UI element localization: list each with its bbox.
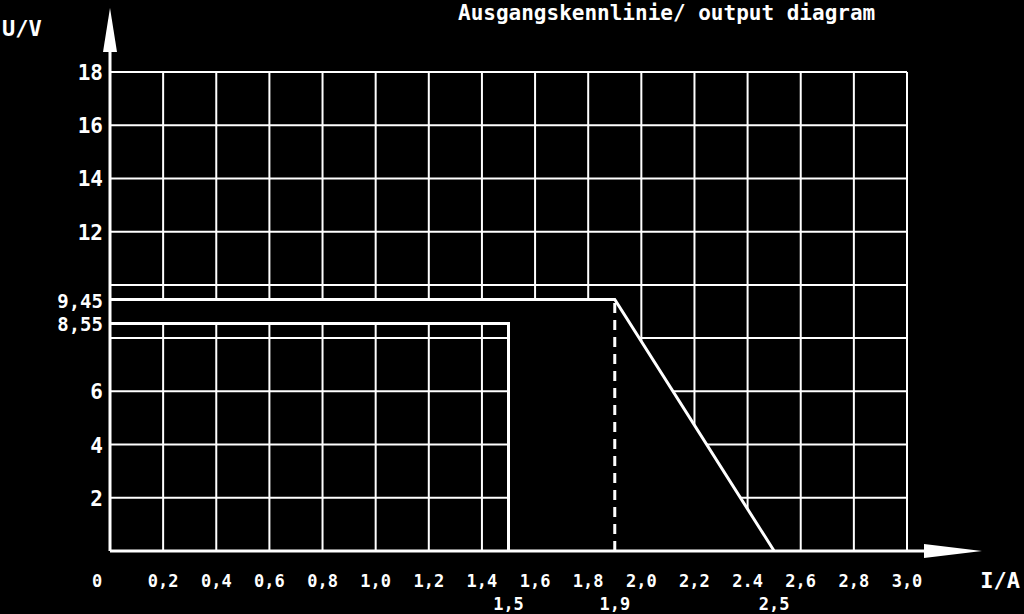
grid-line-y <box>110 231 907 233</box>
grid-line-y <box>110 124 907 126</box>
grid-line-x <box>215 72 217 551</box>
y-tick-label: 18 <box>78 61 103 85</box>
y-tick-label: 14 <box>78 167 103 191</box>
grid-line-y <box>110 124 907 126</box>
series-line <box>613 300 616 551</box>
x-axis-arrow <box>924 544 982 558</box>
plot-area <box>110 72 907 551</box>
x-tick-label: 2,0 <box>626 571 657 591</box>
x-tick-label: 3,0 <box>892 571 923 591</box>
y-tick-label: 4 <box>90 434 103 458</box>
grid-line-y <box>110 71 907 73</box>
grid-line-x <box>428 72 430 551</box>
annotation: 2,5 <box>759 594 790 614</box>
grid-line-x <box>534 72 536 551</box>
x-tick-label: 2,2 <box>679 571 710 591</box>
annotation: 8,55 <box>57 313 103 335</box>
x-axis-label: I/A <box>980 568 1020 593</box>
series-line <box>110 300 774 551</box>
x-tick-label: 1,6 <box>520 571 551 591</box>
annotation: 1,9 <box>599 594 630 614</box>
grid-line-x <box>693 72 695 551</box>
x-tick-label: 1,8 <box>573 571 604 591</box>
y-axis <box>109 40 112 551</box>
chart: 0 0,2 0,4 0,6 0,8 1,0 1,2 1,4 1,6 1,8 2,0 2,2 2.4 2,6… <box>0 0 1024 614</box>
grid-line-y <box>110 284 907 286</box>
grid-line-y <box>110 231 907 233</box>
grid-line-y <box>110 177 907 179</box>
x-tick-label: 1,2 <box>413 571 444 591</box>
x-tick-label: 2.4 <box>732 571 763 591</box>
y-axis-arrow <box>103 8 117 52</box>
annotation: 9,45 <box>57 290 103 312</box>
grid-region <box>110 72 907 551</box>
axes <box>103 8 982 558</box>
y-tick-label: 12 <box>78 221 103 245</box>
grid-line-x <box>640 72 642 551</box>
grid-line-x <box>481 72 483 551</box>
grid-line-y <box>110 71 907 73</box>
y-tick-label: 2 <box>90 487 103 511</box>
grid-line-x <box>375 72 377 551</box>
x-tick-label: 0,4 <box>201 571 232 591</box>
y-tick-label: 16 <box>78 114 103 138</box>
x-tick-label: 2,6 <box>785 571 816 591</box>
background <box>0 0 1024 614</box>
grid-line-x <box>587 72 589 551</box>
grid-line-x <box>800 72 802 551</box>
x-tick-label: 0 <box>92 571 102 591</box>
y-tick-label: 6 <box>90 380 103 404</box>
grid-line-x <box>747 72 749 551</box>
annotation: 1,5 <box>493 594 524 614</box>
x-tick-label: 1,4 <box>467 571 498 591</box>
grid-line-y <box>110 177 907 179</box>
grid-line-x <box>747 72 749 551</box>
y-axis-label: U/V <box>2 16 42 41</box>
title: Ausgangskennlinie/ output diagram <box>458 1 875 25</box>
series-line <box>110 323 509 551</box>
grid-line-x <box>268 72 270 551</box>
grid-line-y <box>110 284 907 286</box>
grid-line-x <box>853 72 855 551</box>
x-tick-label: 0,6 <box>254 571 285 591</box>
x-tick-label: 0,2 <box>148 571 179 591</box>
x-axis <box>110 550 945 553</box>
grid-line-x <box>322 72 324 551</box>
x-tick-label: 0,8 <box>307 571 338 591</box>
grid-line-x <box>906 72 908 551</box>
x-tick-label: 1,0 <box>360 571 391 591</box>
grid-line-x <box>906 72 908 551</box>
x-tick-label: 2,8 <box>839 571 870 591</box>
grid-line-x <box>853 72 855 551</box>
grid <box>110 72 907 551</box>
grid-line-x <box>800 72 802 551</box>
grid-line-x <box>162 72 164 551</box>
